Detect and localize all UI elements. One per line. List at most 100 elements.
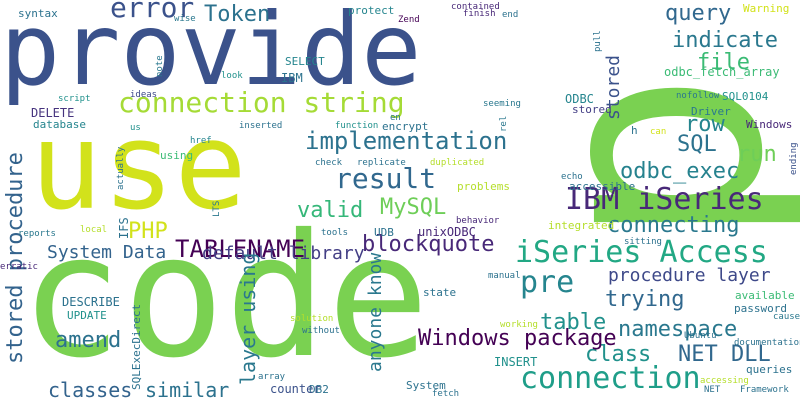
word-behavior: behavior	[456, 216, 500, 226]
word-token: Token	[204, 2, 271, 27]
word-similar: similar	[145, 378, 230, 400]
word-net: NET	[704, 385, 721, 395]
word-manual: manual	[488, 271, 521, 281]
word-duplicated: duplicated	[430, 158, 485, 168]
word-table: table	[540, 310, 607, 335]
word-end: end	[502, 10, 519, 20]
word-unixodbc: unixODBC	[418, 225, 476, 239]
word-system-data: System Data	[47, 242, 167, 263]
word-windows-package: Windows package	[418, 326, 617, 351]
word-error: error	[110, 0, 195, 24]
word-anyone-know: anyone know	[365, 252, 386, 372]
word-stored: stored	[572, 103, 612, 116]
word-counter: counter	[270, 382, 321, 396]
word-lts: LTS	[212, 200, 222, 217]
word-ending: ending	[789, 142, 799, 175]
word-syntax: syntax	[18, 7, 58, 20]
word-driver: Driver	[691, 105, 731, 118]
word-sqlexecdirect: SQLExecDirect	[130, 303, 143, 390]
word-check: check	[315, 158, 343, 168]
word-amend: amend	[55, 328, 122, 353]
word-state: state	[423, 286, 457, 299]
word-warning: Warning	[743, 2, 790, 15]
word-namespace: namespace	[618, 317, 738, 342]
word-connection-string: connection string	[118, 86, 405, 119]
word-us: us	[130, 123, 141, 133]
word-odbc: ODBC	[565, 92, 594, 106]
word-sql0104: SQL0104	[722, 90, 769, 103]
word-en: en	[390, 113, 401, 123]
word-wise: wise	[174, 14, 196, 24]
word-href: href	[190, 136, 212, 146]
word-iseries-access: iSeries Access	[515, 235, 768, 270]
word-inserted: inserted	[239, 121, 283, 131]
word-insert: INSERT	[494, 355, 538, 369]
word-password: password	[734, 302, 787, 315]
word-local: local	[80, 225, 108, 235]
word-ubuntu: Ubuntu	[684, 331, 717, 341]
word-accessible: accessible	[569, 180, 636, 193]
word-working: working	[500, 320, 538, 330]
word-echo: echo	[561, 172, 583, 182]
word-class: class	[585, 342, 652, 367]
word-mysql: MySQL	[380, 195, 447, 220]
word-framework: Framework	[740, 385, 789, 395]
word-windows: Windows	[746, 118, 793, 131]
word-delete: DELETE	[31, 106, 75, 120]
word-net-dll: NET DLL	[678, 342, 771, 367]
word-ideas: ideas	[130, 90, 158, 100]
word-contained: contained	[451, 2, 500, 12]
word-look: look	[221, 71, 243, 81]
word-system: System	[406, 379, 446, 392]
word-run: run	[737, 142, 777, 167]
word-nofollow: nofollow	[676, 91, 720, 101]
word-ibm-iseries: IBM iSeries	[565, 182, 764, 217]
word-sitting: sitting	[624, 237, 662, 247]
word-rel: rel	[499, 115, 509, 132]
word-update: UPDATE	[67, 309, 107, 322]
word-fetch: fetch	[432, 389, 460, 399]
word-causes: causes	[773, 312, 800, 322]
word-stored-procedure: stored procedure	[3, 152, 28, 364]
word-file: file	[697, 50, 750, 75]
word-protect: protect	[348, 4, 395, 17]
word-seeming: seeming	[483, 99, 521, 109]
word-integrated: integrated	[548, 219, 615, 232]
word-code: code	[20, 198, 430, 396]
word-can: can	[650, 127, 667, 137]
word-php: PHP	[128, 219, 168, 244]
word-connecting: connecting	[607, 213, 740, 238]
word-describe: DESCRIBE	[62, 295, 120, 309]
word-query: query	[665, 1, 732, 26]
word-encrypt: encrypt	[382, 120, 429, 133]
word-db2: DB2	[309, 383, 329, 396]
word-documentation: documentation	[734, 338, 800, 348]
word-implementation: implementation	[305, 127, 508, 155]
word-reports: reports	[18, 229, 56, 239]
word-using: using	[160, 149, 194, 162]
word-finish: finish	[463, 9, 496, 19]
word-problems: problems	[457, 180, 510, 193]
word-database: database	[33, 118, 86, 131]
word-available: available	[735, 289, 795, 302]
word-default-library: default library	[202, 243, 365, 264]
word-valid: valid	[297, 198, 364, 223]
word-queries: queries	[746, 363, 793, 376]
word-ibm: IBM	[281, 71, 303, 85]
word-script: script	[58, 94, 91, 104]
word-indicate: indicate	[672, 28, 778, 53]
word-blockquote: blockquote	[362, 232, 495, 257]
word-accessing: accessing	[700, 376, 749, 386]
word-without: without	[302, 326, 340, 336]
word-classes: classes	[48, 378, 133, 400]
word-h: h	[631, 124, 638, 137]
word-row: row	[685, 112, 725, 137]
word-procedure-layer: procedure layer	[608, 265, 771, 286]
word-pre: pre	[520, 265, 575, 300]
word-array: array	[258, 372, 286, 382]
word-function: function	[335, 121, 379, 131]
word-connection: connection	[520, 361, 701, 396]
word-zend: Zend	[398, 15, 420, 25]
word-tablename: TABLENAME	[175, 235, 306, 263]
